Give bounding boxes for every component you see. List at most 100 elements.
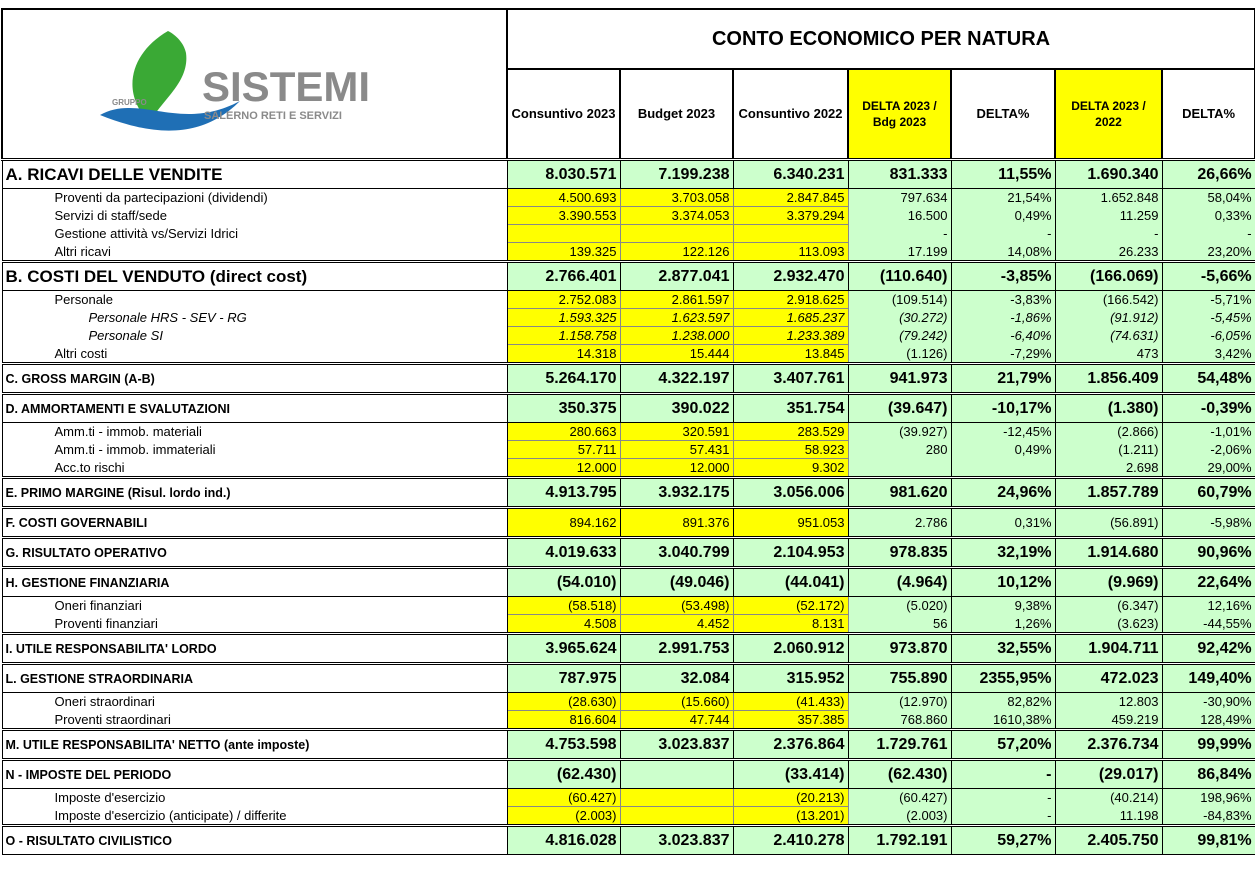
row-label: Gestione attività vs/Servizi Idrici <box>1 224 508 243</box>
row-label: D. AMMORTAMENTI E SVALUTAZIONI <box>1 392 508 423</box>
value-cell: 283.529 <box>732 422 849 441</box>
value-cell: 12.000 <box>506 458 621 478</box>
value-cell <box>619 806 734 826</box>
column-header: Consuntivo 2023 <box>506 68 621 161</box>
value-cell: (3.623) <box>1054 614 1163 634</box>
value-cell: -5,66% <box>1161 260 1255 291</box>
value-cell: - <box>950 758 1056 789</box>
value-cell: 12.803 <box>1054 692 1163 711</box>
row-label: Oneri finanziari <box>1 596 508 615</box>
value-cell: 58,04% <box>1161 188 1255 207</box>
value-cell: 26.233 <box>1054 242 1163 262</box>
column-header: DELTA 2023 / Bdg 2023 <box>847 68 952 161</box>
value-cell: 831.333 <box>847 158 952 189</box>
row-label: Amm.ti - immob. immateriali <box>1 440 508 459</box>
value-cell: (44.041) <box>732 566 849 597</box>
value-cell: (1.211) <box>1054 440 1163 459</box>
item-row: Oneri finanziari (58.518) (53.498) (52.172)… <box>1 596 1255 615</box>
value-cell: 90,96% <box>1161 536 1255 568</box>
value-cell: 58.923 <box>732 440 849 459</box>
value-cell: 315.952 <box>732 662 849 693</box>
value-cell: (1.126) <box>847 344 952 364</box>
value-cell: 787.975 <box>506 662 621 693</box>
value-cell: 1.158.758 <box>506 326 621 345</box>
row-label: Altri costi <box>1 344 508 364</box>
value-cell: 2.991.753 <box>619 632 734 664</box>
section-row: O - RISULTATO CIVILISTICO 4.816.028 3.023.… <box>1 824 1255 855</box>
value-cell: 2.861.597 <box>619 290 734 309</box>
row-label: Personale SI <box>1 326 508 345</box>
value-cell: (166.542) <box>1054 290 1163 309</box>
value-cell: (39.647) <box>847 392 952 423</box>
value-cell: (49.046) <box>619 566 734 597</box>
section-row: N - IMPOSTE DEL PERIODO (62.430) (33.414)(… <box>1 758 1255 789</box>
row-label: O - RISULTATO CIVILISTICO <box>1 824 508 855</box>
row-label: B. COSTI DEL VENDUTO (direct cost) <box>1 260 508 291</box>
row-label: Imposte d'esercizio <box>1 788 508 807</box>
value-cell: 9.302 <box>732 458 849 478</box>
value-cell: 82,82% <box>950 692 1056 711</box>
value-cell: 122.126 <box>619 242 734 262</box>
value-cell: 3.932.175 <box>619 476 734 508</box>
section-row: I. UTILE RESPONSABILITA' LORDO 3.965.624 2… <box>1 632 1255 664</box>
column-header: DELTA 2023 / 2022 <box>1054 68 1163 161</box>
value-cell: (2.003) <box>847 806 952 826</box>
row-label: Personale HRS - SEV - RG <box>1 308 508 327</box>
row-label: F. COSTI GOVERNABILI <box>1 506 508 538</box>
item-row: Proventi finanziari 4.508 4.452 8.131 56 1,26… <box>1 614 1255 634</box>
value-cell: 26,66% <box>1161 158 1255 189</box>
value-cell: 57.431 <box>619 440 734 459</box>
value-cell: (109.514) <box>847 290 952 309</box>
value-cell: -12,45% <box>950 422 1056 441</box>
value-cell: 92,42% <box>1161 632 1255 664</box>
value-cell: 32,19% <box>950 536 1056 568</box>
value-cell: (29.017) <box>1054 758 1163 789</box>
column-header: Consuntivo 2022 <box>732 68 849 161</box>
value-cell: 1.593.325 <box>506 308 621 327</box>
row-label: E. PRIMO MARGINE (Risul. lordo ind.) <box>1 476 508 508</box>
value-cell: 57.711 <box>506 440 621 459</box>
row-label: I. UTILE RESPONSABILITA' LORDO <box>1 632 508 664</box>
value-cell: 3.965.624 <box>506 632 621 664</box>
value-cell: (5.020) <box>847 596 952 615</box>
value-cell: 3.374.053 <box>619 206 734 225</box>
value-cell: 11,55% <box>950 158 1056 189</box>
value-cell: 32,55% <box>950 632 1056 664</box>
value-cell: 7.199.238 <box>619 158 734 189</box>
value-cell: 2.766.401 <box>506 260 621 291</box>
value-cell: 10,12% <box>950 566 1056 597</box>
value-cell: -1,01% <box>1161 422 1255 441</box>
value-cell: 3.390.553 <box>506 206 621 225</box>
value-cell: 2.060.912 <box>732 632 849 664</box>
value-cell: (39.927) <box>847 422 952 441</box>
item-row: Personale HRS - SEV - RG 1.593.325 1.623.5… <box>1 308 1255 327</box>
value-cell <box>619 758 734 789</box>
item-row: Amm.ti - immob. materiali 280.663 320.591 2… <box>1 422 1255 441</box>
value-cell: 60,79% <box>1161 476 1255 508</box>
value-cell: 473 <box>1054 344 1163 364</box>
logo-group: GRUPPO <box>112 98 147 107</box>
value-cell: 981.620 <box>847 476 952 508</box>
value-cell: 3.023.837 <box>619 824 734 855</box>
value-cell: 86,84% <box>1161 758 1255 789</box>
value-cell: 56 <box>847 614 952 634</box>
value-cell: (13.201) <box>732 806 849 826</box>
value-cell: (40.214) <box>1054 788 1163 807</box>
row-label: Oneri straordinari <box>1 692 508 711</box>
value-cell: 113.093 <box>732 242 849 262</box>
value-cell: 22,64% <box>1161 566 1255 597</box>
value-cell: 1,26% <box>950 614 1056 634</box>
value-cell: (166.069) <box>1054 260 1163 291</box>
value-cell: - <box>1054 224 1163 243</box>
value-cell: (79.242) <box>847 326 952 345</box>
value-cell: (41.433) <box>732 692 849 711</box>
column-header: Budget 2023 <box>619 68 734 161</box>
value-cell: 4.753.598 <box>506 728 621 760</box>
row-label: Personale <box>1 290 508 309</box>
value-cell: 978.835 <box>847 536 952 568</box>
value-cell: (62.430) <box>506 758 621 789</box>
value-cell: -7,29% <box>950 344 1056 364</box>
value-cell: (54.010) <box>506 566 621 597</box>
value-cell: 350.375 <box>506 392 621 423</box>
value-cell: 2.410.278 <box>732 824 849 855</box>
